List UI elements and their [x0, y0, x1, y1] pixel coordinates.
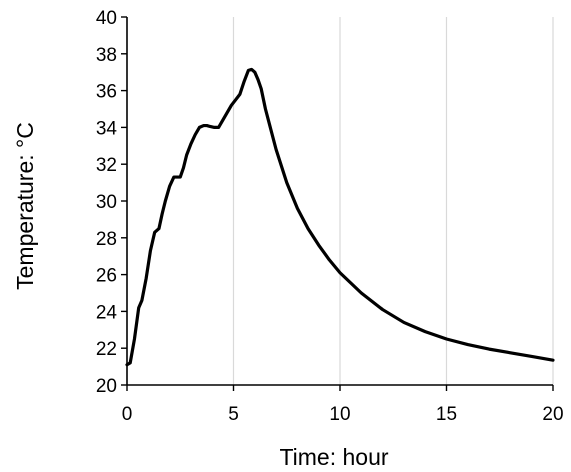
tick-labels: 20 22 24 26 28 30 32 34 36 38 40 0 5 10 15 20 — [96, 8, 564, 425]
grid-lines — [232, 17, 554, 385]
x-tick-label-15: 15 — [436, 404, 457, 425]
x-tick-label-0: 0 — [122, 404, 133, 425]
y-tick-label-26: 26 — [96, 266, 117, 287]
y-tick-label-36: 36 — [96, 82, 117, 103]
series-line-0 — [125, 67, 555, 367]
axes — [121, 16, 554, 391]
x-tick-label-10: 10 — [329, 404, 350, 425]
series-layer — [125, 67, 555, 367]
y-tick-label-34: 34 — [96, 118, 118, 139]
y-tick-label-24: 24 — [96, 302, 118, 323]
y-tick-label-30: 30 — [96, 192, 117, 213]
y-tick-label-22: 22 — [96, 339, 117, 360]
y-tick-label-32: 32 — [96, 155, 117, 176]
y-tick-label-20: 20 — [96, 376, 117, 397]
y-tick-label-38: 38 — [96, 45, 117, 66]
x-tick-label-5: 5 — [228, 404, 239, 425]
y-tick-label-28: 28 — [96, 229, 117, 250]
x-tick-label-20: 20 — [542, 404, 563, 425]
x-axis-title: Time: hour — [279, 444, 388, 470]
y-axis-title: Temperature: °C — [12, 122, 38, 290]
y-tick-label-40: 40 — [96, 8, 117, 29]
